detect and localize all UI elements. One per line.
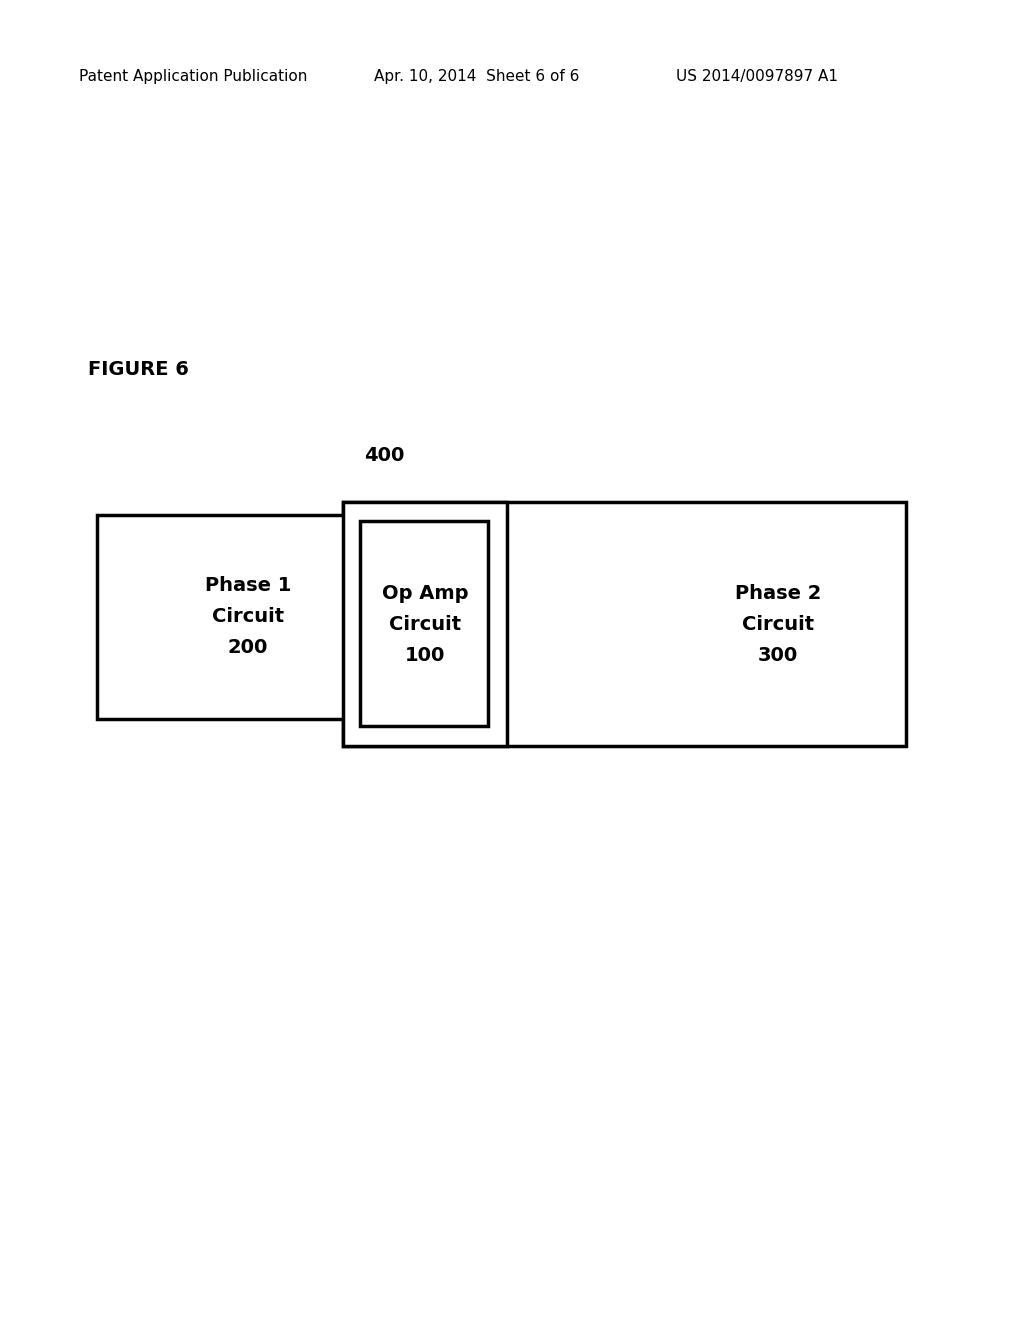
Text: Patent Application Publication: Patent Application Publication: [79, 69, 307, 84]
Text: Phase 1
Circuit
200: Phase 1 Circuit 200: [205, 576, 291, 657]
Text: 400: 400: [364, 446, 404, 465]
FancyBboxPatch shape: [343, 502, 906, 746]
Text: US 2014/0097897 A1: US 2014/0097897 A1: [676, 69, 838, 84]
FancyBboxPatch shape: [343, 502, 507, 746]
FancyBboxPatch shape: [360, 521, 488, 726]
Text: Op Amp
Circuit
100: Op Amp Circuit 100: [382, 583, 468, 665]
FancyBboxPatch shape: [97, 515, 399, 719]
Text: FIGURE 6: FIGURE 6: [88, 360, 188, 379]
Text: Phase 2
Circuit
300: Phase 2 Circuit 300: [735, 583, 821, 665]
Text: Apr. 10, 2014  Sheet 6 of 6: Apr. 10, 2014 Sheet 6 of 6: [374, 69, 580, 84]
